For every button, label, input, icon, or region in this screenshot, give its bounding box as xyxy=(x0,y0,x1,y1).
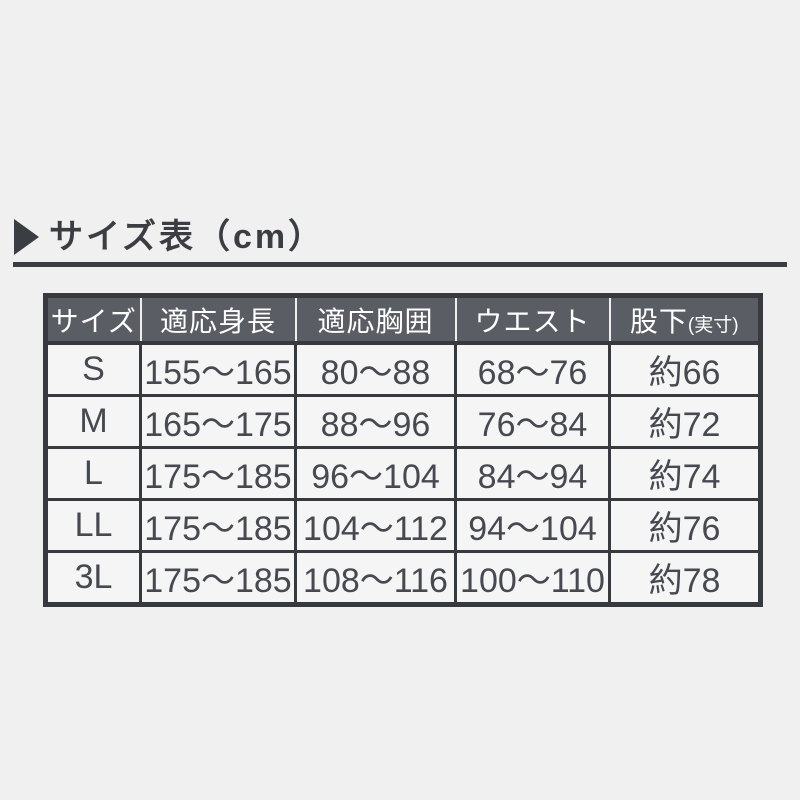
table-row: S 155〜165 80〜88 68〜76 約66 xyxy=(44,341,762,397)
cell-size: 3L xyxy=(44,550,142,606)
cell-chest: 108〜116 xyxy=(294,550,457,606)
column-header-label: 股下 xyxy=(629,305,688,337)
column-header-label: ウエスト xyxy=(474,305,591,337)
cell-size: M xyxy=(44,394,142,449)
column-header-label: サイズ xyxy=(50,305,137,337)
cell-inseam: 約78 xyxy=(608,550,762,606)
cell-waist: 76〜84 xyxy=(454,394,611,449)
column-header-waist: ウエスト xyxy=(454,295,610,345)
cell-inseam: 約72 xyxy=(608,394,762,449)
cell-chest: 104〜112 xyxy=(294,498,457,553)
table-row: M 165〜175 88〜96 76〜84 約72 xyxy=(44,394,762,449)
cell-inseam: 約66 xyxy=(608,341,762,397)
table-row: 3L 175〜185 108〜116 100〜110 約78 xyxy=(44,550,762,606)
cell-size: L xyxy=(44,446,142,501)
cell-waist: 94〜104 xyxy=(454,498,611,553)
cell-inseam: 約74 xyxy=(608,446,762,501)
cell-height: 175〜185 xyxy=(139,550,297,606)
column-header-height: 適応身長 xyxy=(139,295,296,345)
cell-chest: 96〜104 xyxy=(294,446,457,501)
cell-size: LL xyxy=(44,498,142,553)
cell-height: 175〜185 xyxy=(139,446,297,501)
section-title: サイズ表（cm） xyxy=(14,217,325,257)
size-chart-table: サイズ 適応身長 適応胸囲 ウエスト 股下(実寸) S 155〜165 80〜8… xyxy=(43,293,763,607)
cell-waist: 100〜110 xyxy=(454,550,611,606)
table-header-row: サイズ 適応身長 適応胸囲 ウエスト 股下(実寸) xyxy=(45,295,761,345)
cell-waist: 68〜76 xyxy=(454,341,611,397)
title-underline xyxy=(13,262,787,267)
cell-height: 155〜165 xyxy=(139,341,297,397)
cell-chest: 88〜96 xyxy=(294,394,457,449)
page-title: サイズ表（cm） xyxy=(49,218,326,256)
table-row: L 175〜185 96〜104 84〜94 約74 xyxy=(44,446,762,501)
column-header-note: (実寸) xyxy=(687,314,739,336)
cell-waist: 84〜94 xyxy=(454,446,611,501)
cell-height: 165〜175 xyxy=(139,394,297,449)
table-row: LL 175〜185 104〜112 94〜104 約76 xyxy=(44,498,762,553)
column-header-size: サイズ xyxy=(45,295,141,345)
cell-size: S xyxy=(44,341,142,397)
right-triangle-icon xyxy=(14,219,39,255)
cell-chest: 80〜88 xyxy=(294,341,457,397)
column-header-chest: 適応胸囲 xyxy=(294,295,456,345)
column-header-label: 適応胸囲 xyxy=(317,305,434,337)
cell-height: 175〜185 xyxy=(139,498,297,553)
column-header-inseam: 股下(実寸) xyxy=(608,295,761,345)
cell-inseam: 約76 xyxy=(608,498,762,553)
column-header-label: 適応身長 xyxy=(159,305,276,337)
